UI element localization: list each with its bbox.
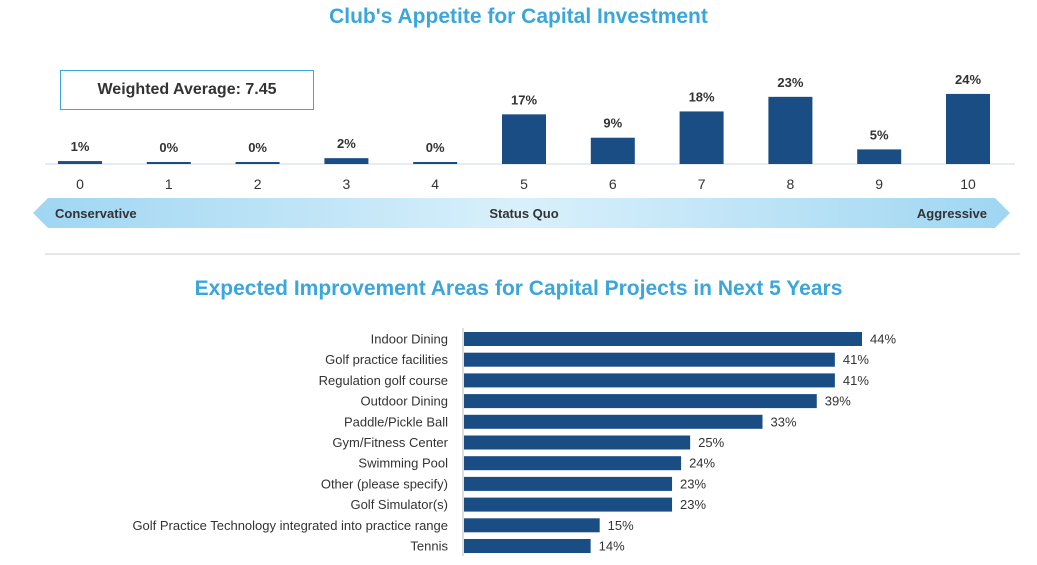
- x-tick-label-1: 1: [165, 176, 173, 192]
- data-label-3: 2%: [337, 136, 356, 151]
- bar-2: [235, 162, 280, 164]
- bar-7: [679, 111, 724, 164]
- category-label-tennis: Tennis: [410, 539, 448, 554]
- bar-golf-practice-technology-integrated-into-practice-range: [464, 518, 600, 533]
- bar-indoor-dining: [464, 332, 862, 346]
- data-label-4: 0%: [426, 140, 445, 155]
- bar-10: [946, 93, 990, 164]
- bar-8: [768, 96, 813, 164]
- bar-golf-simulator-s: [464, 497, 673, 512]
- data-label-5: 17%: [511, 92, 537, 107]
- scale-arrow: [33, 198, 1010, 228]
- category-label-swimming-pool: Swimming Pool: [358, 456, 448, 471]
- category-label-gym-fitness-center: Gym/Fitness Center: [332, 435, 448, 450]
- bar-1: [146, 162, 191, 164]
- data-label-10: 24%: [955, 72, 981, 87]
- bar-0: [58, 161, 102, 164]
- data-label-0: 1%: [71, 139, 90, 154]
- data-label-gym-fitness-center: 25%: [698, 435, 724, 450]
- data-label-golf-practice-facilities: 41%: [843, 352, 869, 367]
- data-label-golf-practice-technology-integrated-into-practice-range: 15%: [608, 518, 634, 533]
- chart-title-improvement-areas: Expected Improvement Areas for Capital P…: [194, 277, 843, 300]
- capital-investment-chart: 1% 0 0% 1 0% 2 2% 3 0% 4 17% 5 9% 6 18% 7 23% 8 5% 9 24% 10 C…: [33, 72, 1015, 228]
- bar-6: [590, 137, 635, 164]
- x-tick-label-6: 6: [609, 176, 617, 192]
- data-label-swimming-pool: 24%: [689, 456, 715, 471]
- bar-paddle-pickle-ball: [464, 414, 763, 429]
- category-label-golf-practice-technology-integrated-into-practice-range: Golf Practice Technology integrated into…: [132, 518, 448, 533]
- x-tick-label-10: 10: [960, 176, 976, 192]
- x-tick-label-5: 5: [520, 176, 528, 192]
- category-label-indoor-dining: Indoor Dining: [371, 332, 448, 347]
- data-label-other-please-specify: 23%: [680, 476, 706, 491]
- bar-tennis: [464, 539, 591, 553]
- x-tick-label-7: 7: [698, 176, 706, 192]
- x-tick-label-9: 9: [875, 176, 883, 192]
- category-label-regulation-golf-course: Regulation golf course: [319, 373, 448, 388]
- category-label-paddle-pickle-ball: Paddle/Pickle Ball: [344, 414, 448, 429]
- scale-label-conservative: Conservative: [55, 206, 137, 221]
- category-label-golf-practice-facilities: Golf practice facilities: [325, 352, 448, 367]
- bar-9: [857, 149, 902, 164]
- bar-other-please-specify: [464, 476, 673, 491]
- weighted-average-callout: Weighted Average: 7.45: [60, 70, 314, 110]
- bar-4: [413, 162, 458, 164]
- data-label-regulation-golf-course: 41%: [843, 373, 869, 388]
- data-label-9: 5%: [870, 127, 889, 142]
- data-label-outdoor-dining: 39%: [825, 394, 851, 409]
- category-label-outdoor-dining: Outdoor Dining: [361, 394, 448, 409]
- bar-regulation-golf-course: [464, 373, 835, 388]
- bar-outdoor-dining: [464, 394, 817, 409]
- data-label-7: 18%: [689, 89, 715, 104]
- bar-5: [502, 114, 546, 164]
- chart-title-capital-investment: Club's Appetite for Capital Investment: [329, 5, 708, 28]
- category-label-golf-simulator-s: Golf Simulator(s): [350, 497, 448, 512]
- data-label-2: 0%: [248, 140, 267, 155]
- x-tick-label-8: 8: [787, 176, 795, 192]
- scale-label-status-quo: Status Quo: [489, 206, 558, 221]
- data-label-1: 0%: [159, 140, 178, 155]
- data-label-paddle-pickle-ball: 33%: [771, 414, 797, 429]
- bar-golf-practice-facilities: [464, 352, 835, 367]
- category-label-other-please-specify: Other (please specify): [321, 476, 448, 491]
- bar-gym-fitness-center: [464, 435, 691, 450]
- data-label-6: 9%: [603, 116, 622, 131]
- x-tick-label-0: 0: [76, 176, 84, 192]
- data-label-golf-simulator-s: 23%: [680, 497, 706, 512]
- data-label-tennis: 14%: [599, 539, 625, 554]
- x-tick-label-3: 3: [343, 176, 351, 192]
- data-label-indoor-dining: 44%: [870, 332, 896, 347]
- bar-swimming-pool: [464, 456, 682, 471]
- data-label-8: 23%: [777, 75, 803, 90]
- section-divider: [45, 253, 1020, 255]
- bar-3: [324, 158, 369, 164]
- x-tick-label-2: 2: [254, 176, 262, 192]
- x-tick-label-4: 4: [431, 176, 439, 192]
- scale-label-aggressive: Aggressive: [917, 206, 987, 221]
